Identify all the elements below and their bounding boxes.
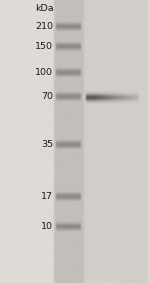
Text: 100: 100 xyxy=(35,68,53,77)
Text: 150: 150 xyxy=(35,42,53,51)
Text: 70: 70 xyxy=(41,92,53,101)
Text: 10: 10 xyxy=(41,222,53,231)
Text: kDa: kDa xyxy=(35,4,53,13)
Text: 35: 35 xyxy=(41,140,53,149)
Text: 210: 210 xyxy=(35,22,53,31)
Text: 17: 17 xyxy=(41,192,53,201)
